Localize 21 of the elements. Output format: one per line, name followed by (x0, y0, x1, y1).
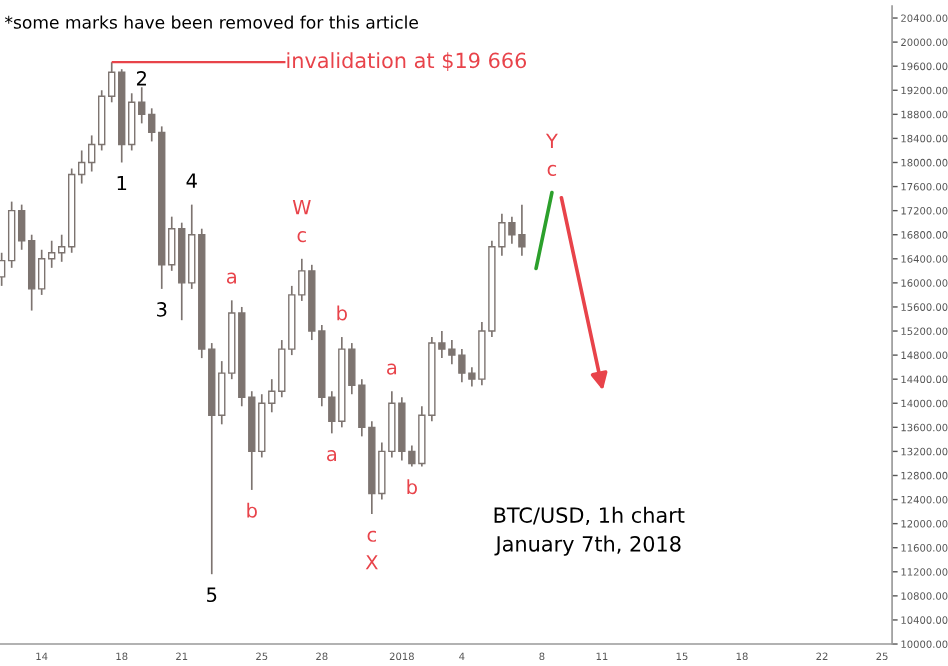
annotation: b (247, 502, 257, 518)
annotation: 4 (186, 173, 197, 188)
annotation: c (297, 231, 306, 243)
annotation: a (226, 272, 236, 284)
annotation: c (367, 530, 376, 542)
annotation: 1 (117, 175, 127, 191)
annotation: X (365, 555, 378, 570)
annotation: b (407, 479, 417, 495)
annotation: January 7th, 2018 (494, 535, 681, 556)
ref-line-label: invalidation at $19 666 (287, 52, 527, 72)
annotation: W (292, 199, 311, 215)
annotation: 3 (157, 302, 167, 317)
annotation: 5 (207, 587, 217, 603)
annotation: c (547, 164, 557, 177)
annotation: BTC/USD, 1h chart (494, 506, 685, 526)
annotation: a (387, 363, 397, 375)
annotation: 2 (136, 71, 146, 86)
annotation: b (337, 305, 347, 321)
annotation: *some marks have been removed for this article (4, 15, 418, 29)
annotation: Y (545, 133, 558, 148)
annotation: a (327, 450, 337, 462)
